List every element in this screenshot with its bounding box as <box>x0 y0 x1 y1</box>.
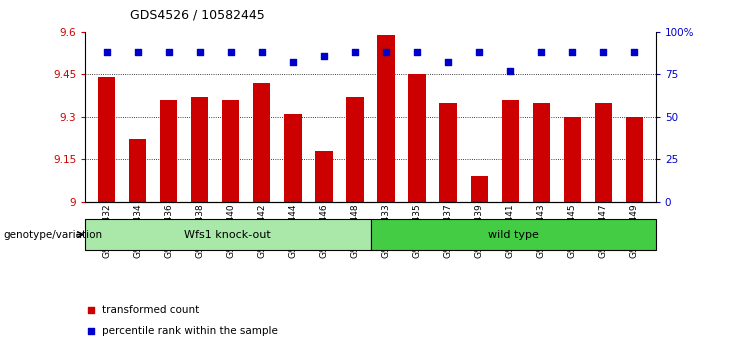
Text: transformed count: transformed count <box>102 305 199 315</box>
Point <box>566 50 578 55</box>
Point <box>628 50 640 55</box>
Bar <box>533 103 550 202</box>
Bar <box>85 219 370 250</box>
Point <box>535 50 547 55</box>
Bar <box>316 151 333 202</box>
Bar <box>253 83 270 202</box>
Point <box>411 50 423 55</box>
Point <box>380 50 392 55</box>
Point <box>473 50 485 55</box>
Bar <box>377 35 394 202</box>
Point <box>504 68 516 74</box>
Bar <box>625 117 642 202</box>
Text: genotype/variation: genotype/variation <box>4 229 103 240</box>
Point <box>597 50 609 55</box>
Text: Wfs1 knock-out: Wfs1 knock-out <box>185 229 271 240</box>
Point <box>318 53 330 58</box>
Bar <box>191 97 208 202</box>
Bar <box>564 117 581 202</box>
Bar <box>285 114 302 202</box>
Bar <box>370 219 656 250</box>
Point <box>101 50 113 55</box>
Point <box>132 50 144 55</box>
Text: wild type: wild type <box>488 229 539 240</box>
Bar <box>222 100 239 202</box>
Point <box>287 59 299 65</box>
Point <box>416 230 428 236</box>
Point <box>256 50 268 55</box>
Bar <box>471 176 488 202</box>
Bar <box>130 139 147 202</box>
Bar <box>439 103 456 202</box>
Bar <box>99 77 116 202</box>
Point <box>225 50 237 55</box>
Point <box>349 50 361 55</box>
Bar <box>347 97 364 202</box>
Bar <box>502 100 519 202</box>
Point <box>194 50 206 55</box>
Point <box>416 42 428 48</box>
Point <box>442 59 454 65</box>
Bar <box>160 100 177 202</box>
Text: percentile rank within the sample: percentile rank within the sample <box>102 326 278 336</box>
Text: GDS4526 / 10582445: GDS4526 / 10582445 <box>130 9 265 22</box>
Point <box>163 50 175 55</box>
Bar <box>408 74 425 202</box>
Bar <box>594 103 611 202</box>
